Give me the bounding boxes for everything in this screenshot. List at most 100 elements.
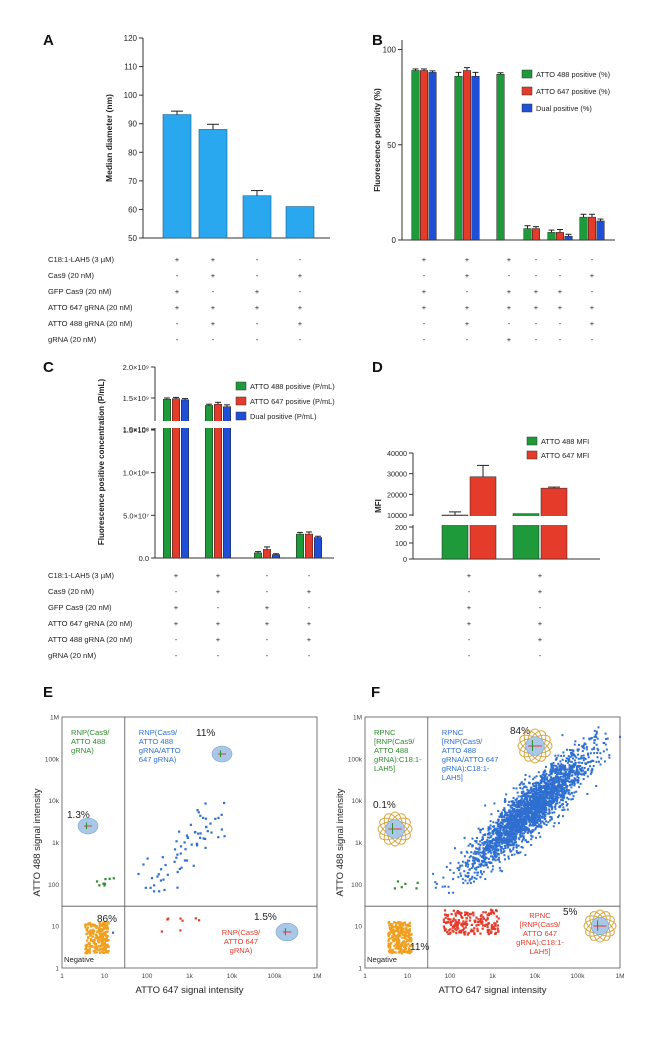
scatter-point xyxy=(531,805,534,808)
scatter-point xyxy=(507,840,510,843)
scatter-point xyxy=(506,819,509,822)
bar xyxy=(564,235,573,241)
scatter-point xyxy=(476,850,479,853)
scatter-point xyxy=(482,924,485,927)
scatter-point xyxy=(532,829,535,832)
scatter-point xyxy=(484,804,487,807)
scatter-point xyxy=(550,762,553,765)
scatter-point xyxy=(104,877,107,881)
scatter-point xyxy=(509,819,512,822)
scatter-point xyxy=(93,949,97,952)
scatter-point xyxy=(550,764,553,767)
scatter-point xyxy=(395,947,398,950)
scatter-point xyxy=(567,779,570,782)
scatter-point xyxy=(564,766,567,769)
scatter-point xyxy=(86,928,89,931)
scatter-point xyxy=(475,847,478,850)
condition-sign: + xyxy=(590,303,595,312)
scatter-point xyxy=(505,793,508,796)
scatter-point xyxy=(449,918,452,921)
scatter-point xyxy=(524,854,527,857)
scatter-point xyxy=(556,773,559,776)
scatter-point xyxy=(504,810,507,813)
scatter-point xyxy=(510,830,513,833)
scatter-point xyxy=(593,746,596,749)
scatter-point xyxy=(447,885,450,888)
scatter-point xyxy=(214,817,217,820)
scatter-point xyxy=(399,943,402,946)
scatter-point xyxy=(583,767,586,770)
scatter-point xyxy=(508,800,511,803)
scatter-point xyxy=(513,803,516,806)
scatter-point xyxy=(532,823,535,826)
scatter-point xyxy=(535,799,538,802)
quadrant-label-bottom-right: RNP(Cas9/ATTO 647 gRNA) xyxy=(222,928,261,955)
scatter-point xyxy=(100,943,103,946)
scatter-point xyxy=(387,942,390,946)
scatter-point xyxy=(511,806,514,809)
scatter-point xyxy=(541,820,544,823)
y-tick-label: 5.0×10⁷ xyxy=(123,511,149,520)
scatter-point xyxy=(504,846,507,849)
scatter-point xyxy=(514,835,517,838)
legend-entry: Dual positive (%) xyxy=(536,104,592,113)
scatter-point xyxy=(486,926,489,929)
scatter-point xyxy=(466,911,469,915)
scatter-point xyxy=(497,820,500,823)
scatter-point xyxy=(507,835,510,838)
scatter-point xyxy=(161,856,164,859)
scatter-point xyxy=(499,824,502,827)
scatter-point xyxy=(483,842,486,845)
scatter-point xyxy=(571,757,574,760)
condition-sign: + xyxy=(175,303,180,312)
scatter-point xyxy=(499,848,502,851)
scatter-point xyxy=(441,885,444,888)
nanocomplex-icon xyxy=(517,728,553,764)
scatter-point xyxy=(479,915,483,918)
scatter-point xyxy=(498,837,501,840)
scatter-point xyxy=(204,802,207,805)
scatter-point xyxy=(484,923,487,926)
scatter-point xyxy=(527,813,530,816)
scatter-point xyxy=(223,835,226,838)
scatter-point xyxy=(470,928,473,931)
scatter-point xyxy=(570,760,573,763)
scatter-point xyxy=(449,922,452,925)
scatter-point xyxy=(522,805,525,808)
scatter-point xyxy=(525,786,528,789)
bar xyxy=(463,70,471,241)
scatter-point xyxy=(471,844,474,847)
scatter-point xyxy=(584,743,587,746)
scatter-point xyxy=(555,795,558,798)
scatter-point xyxy=(488,826,491,829)
condition-sign: + xyxy=(534,287,539,296)
scatter-point xyxy=(102,921,105,925)
scatter-point xyxy=(498,860,501,863)
scatter-point xyxy=(487,922,490,925)
scatter-point xyxy=(472,880,475,883)
scatter-point xyxy=(553,786,556,789)
scatter-point xyxy=(488,831,491,834)
scatter-point xyxy=(497,831,500,834)
scatter-point xyxy=(550,782,553,785)
scatter-point xyxy=(460,923,463,926)
x-tick-label: 1k xyxy=(186,973,194,980)
scatter-point xyxy=(558,778,561,781)
scatter-point xyxy=(204,837,207,841)
scatter-point xyxy=(527,840,530,843)
scatter-point xyxy=(536,818,539,821)
scatter-point xyxy=(520,808,523,811)
scatter-point xyxy=(509,838,512,841)
scatter-point xyxy=(560,772,563,775)
scatter-point xyxy=(195,842,198,845)
legend-entry: ATTO 647 positive (P/mL) xyxy=(250,397,335,406)
scatter-point xyxy=(515,850,518,853)
scatter-point xyxy=(557,791,560,794)
scatter-point xyxy=(540,784,543,787)
scatter-point xyxy=(497,917,500,920)
scatter-point xyxy=(471,875,474,878)
scatter-point xyxy=(555,756,558,759)
scatter-point xyxy=(522,793,525,796)
scatter-point xyxy=(507,855,510,858)
scatter-point xyxy=(205,825,208,828)
